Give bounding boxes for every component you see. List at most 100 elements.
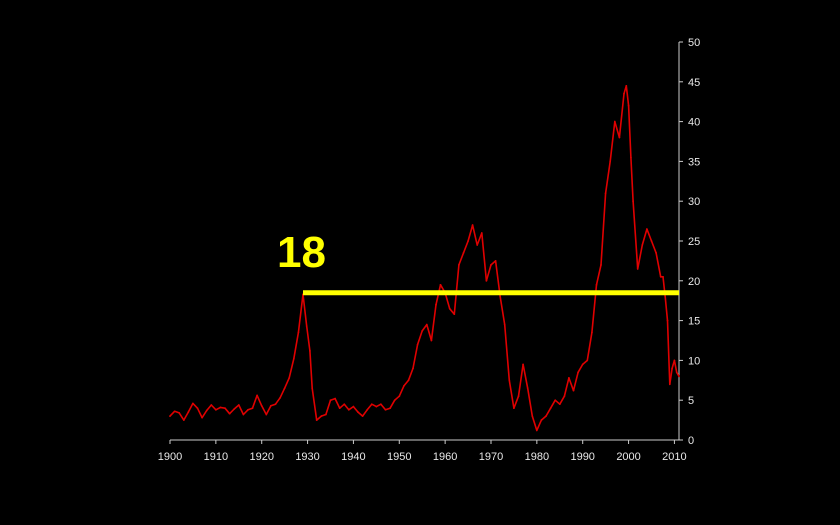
series-segment: [412, 343, 419, 370]
series-segment: [425, 323, 433, 342]
data-point: [568, 377, 570, 379]
x-tick-label: 1900: [158, 451, 182, 463]
series-segment: [297, 293, 304, 334]
data-point: [380, 403, 382, 406]
series-segment: [338, 403, 346, 410]
data-point: [540, 419, 543, 421]
y-tick-label: 10: [688, 355, 700, 367]
data-point: [215, 409, 217, 411]
data-point: [659, 276, 662, 278]
data-point: [357, 411, 359, 413]
data-point: [210, 404, 213, 406]
data-point: [481, 232, 483, 234]
data-point: [361, 415, 364, 417]
series-segment: [554, 399, 561, 406]
series-segment: [609, 120, 616, 163]
series-segment: [366, 403, 373, 411]
data-point: [604, 192, 607, 194]
x-tick-label: 1950: [387, 451, 411, 463]
series-segment: [384, 407, 391, 411]
data-point: [600, 264, 602, 266]
data-point: [293, 358, 295, 360]
data-point: [366, 409, 369, 411]
x-tick-label: 1930: [295, 451, 319, 463]
data-point: [329, 399, 332, 402]
series-segment: [586, 331, 593, 362]
y-ticks: 0 5 10 15 20 25 30 35 40 45 50: [679, 37, 700, 447]
data-point: [288, 377, 291, 379]
data-point: [618, 136, 621, 139]
data-point: [224, 407, 226, 410]
data-point: [526, 387, 529, 390]
series-segment: [650, 240, 657, 254]
data-point: [632, 200, 634, 202]
series-segment: [540, 415, 547, 421]
data-point: [228, 412, 231, 415]
series-segment: [480, 232, 488, 282]
data-point: [430, 339, 433, 342]
series-segment: [305, 325, 311, 352]
data-point: [678, 375, 680, 378]
series-segment: [343, 403, 350, 411]
series-segment: [485, 264, 492, 282]
data-point: [260, 405, 263, 407]
data-point: [403, 385, 405, 387]
data-point: [485, 280, 488, 282]
series-segment: [361, 408, 369, 417]
data-point: [407, 379, 410, 382]
series-segment: [192, 402, 199, 410]
series-segment: [329, 397, 336, 402]
series-segment: [309, 349, 314, 390]
data-point: [641, 244, 644, 246]
series-segment: [270, 403, 277, 407]
data-point: [325, 413, 327, 416]
series-segment: [416, 330, 424, 346]
data-point: [503, 323, 506, 326]
data-point: [467, 240, 469, 242]
data-point: [675, 371, 678, 374]
data-point: [577, 371, 579, 374]
data-point: [655, 252, 657, 254]
series-segment: [389, 399, 396, 410]
data-point: [554, 399, 556, 402]
series-segment: [490, 260, 497, 266]
data-point: [499, 295, 502, 298]
x-tick-label: 1940: [341, 451, 365, 463]
data-point: [371, 403, 373, 406]
x-tick-label: 1920: [249, 451, 273, 463]
data-point: [545, 415, 547, 417]
series-segment: [407, 367, 414, 382]
series-segment: [577, 363, 584, 374]
series-segment: [398, 385, 405, 398]
data-point: [572, 389, 575, 392]
series-segment: [655, 252, 662, 278]
data-point: [627, 104, 630, 107]
data-point: [256, 394, 258, 397]
x-ticks: 1900 1910 1920 1930 1940 1950 1960 1970 1980 1990…: [158, 440, 687, 463]
series-segment: [311, 387, 318, 421]
series-segment: [205, 404, 213, 412]
data-point: [609, 160, 611, 163]
data-point: [315, 419, 318, 421]
data-point: [453, 313, 456, 316]
data-point: [421, 330, 424, 332]
series-segment: [499, 295, 506, 326]
series-segment: [393, 395, 401, 402]
series-segment: [666, 319, 671, 386]
data-point: [219, 406, 222, 409]
data-point: [389, 407, 391, 410]
series-segment: [357, 411, 364, 417]
data-point: [393, 399, 396, 402]
series-segment: [600, 192, 607, 266]
series-segment: [375, 403, 382, 408]
series-segment: [448, 307, 456, 316]
series-segment: [613, 120, 621, 139]
data-point: [178, 412, 180, 414]
data-point: [614, 120, 616, 123]
series-segment: [242, 408, 249, 416]
data-point: [435, 303, 437, 306]
data-point: [669, 383, 671, 386]
series-segment: [169, 410, 176, 417]
y-tick-label: 35: [688, 156, 700, 168]
series-segment: [196, 407, 203, 419]
